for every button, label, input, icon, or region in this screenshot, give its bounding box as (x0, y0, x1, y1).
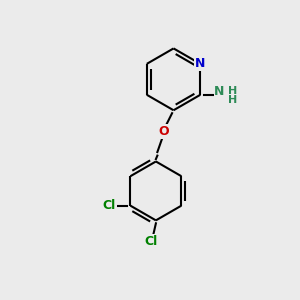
Text: N: N (214, 85, 225, 98)
Text: N: N (195, 57, 206, 70)
Text: H: H (228, 95, 237, 105)
Text: H: H (228, 86, 237, 96)
Text: Cl: Cl (103, 199, 116, 212)
Text: Cl: Cl (145, 235, 158, 248)
Text: O: O (158, 125, 169, 138)
